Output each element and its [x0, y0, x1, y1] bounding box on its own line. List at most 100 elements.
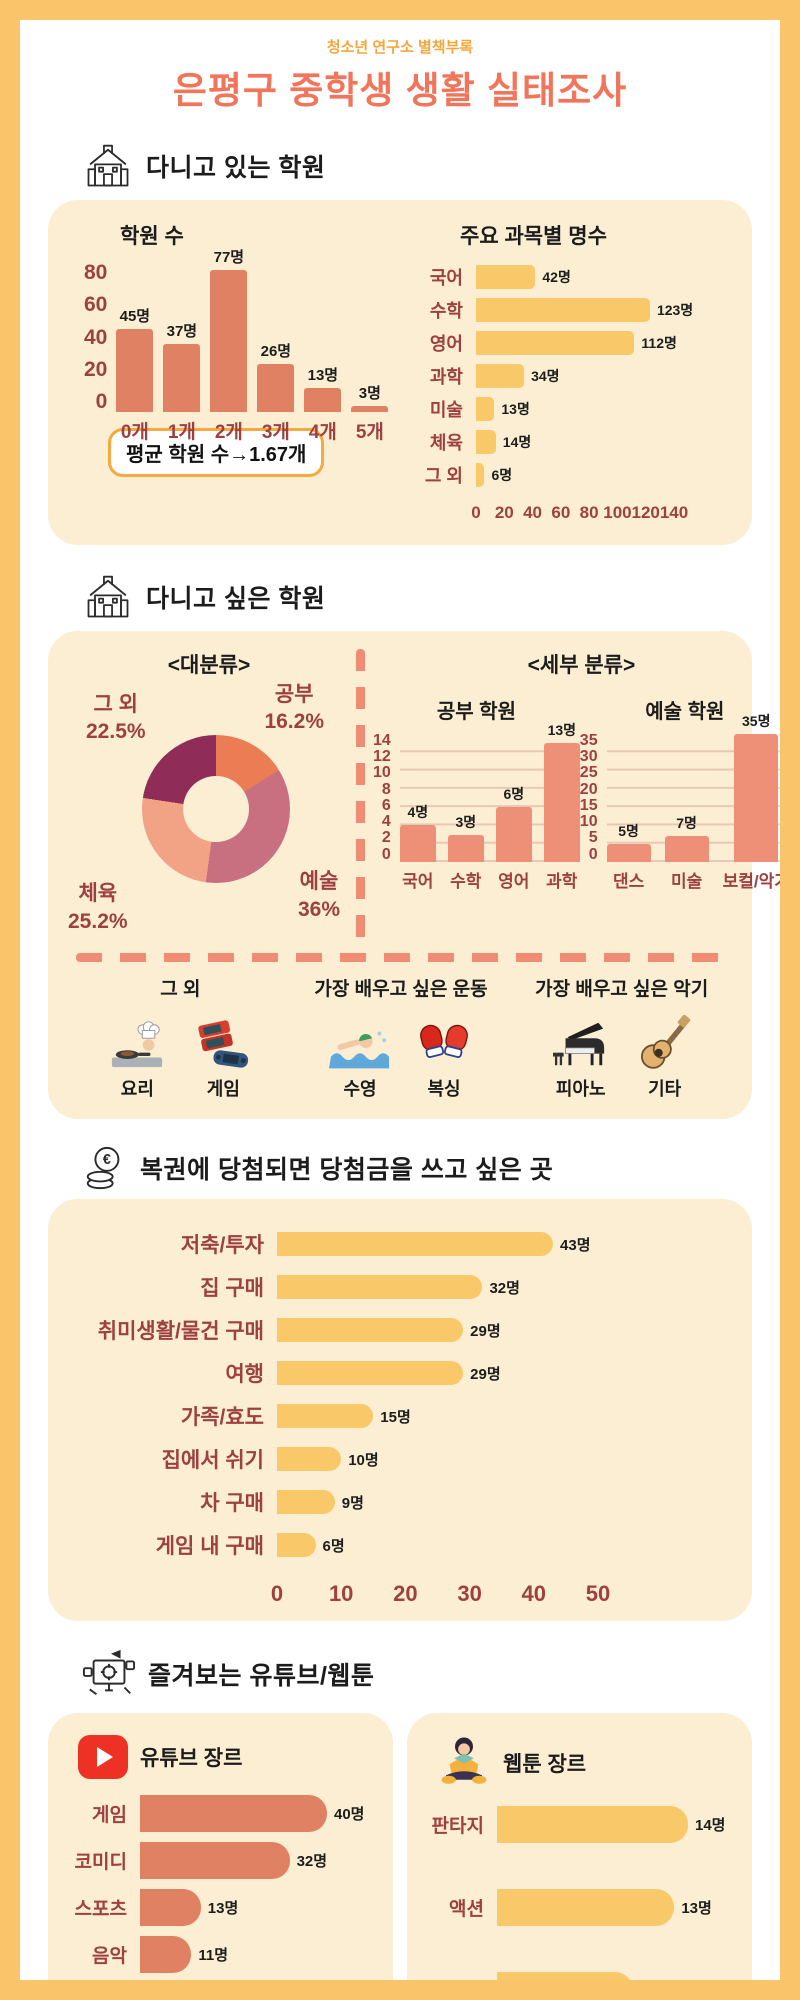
bar — [140, 1889, 201, 1926]
study-academy-block: 공부 학원 14 12 10 8 6 4 2 0 4명 국어 3명 수학 6명 영어 13명 과학 — [373, 695, 580, 891]
row-label: 스포츠 — [74, 1899, 127, 1920]
current-academy-panel: 학원 수 80 60 40 20 0 45명 0개 37명 1개 77명 2개 26명 3개 13명 4개 3… — [48, 200, 752, 545]
webtoon-header: 웹툰 장르 — [437, 1735, 738, 1790]
chart-row: 여행 29명 — [72, 1358, 728, 1388]
section-lottery-header: € 복권에 당첨되면 당첨금을 쓰고 싶은 곳 — [82, 1145, 780, 1191]
bar — [497, 1889, 675, 1926]
instruments-title: 가장 배우고 싶은 악기 — [535, 979, 709, 1000]
bar-value-label: 11명 — [198, 1947, 229, 1964]
row-label: 로맨스 — [423, 1977, 497, 1980]
bar-category-label: 영어 — [498, 872, 530, 891]
section-title: 다니고 있는 학원 — [146, 154, 326, 182]
bar-column: 3명 수학 — [447, 734, 484, 892]
bar — [664, 836, 709, 862]
guitar-item: 기타 — [636, 1009, 694, 1101]
subject-count-block: 주요 과목별 명수 국어 42명 수학 123명 영어 112명 과학 34명 미술 13명 체육 1… — [418, 218, 726, 529]
y-tick-label: 25 — [579, 764, 598, 782]
desired-academy-top: <대분류> 그 외 22.5% 공부 16.2% 체육 25.2% — [64, 645, 780, 945]
youtube-panel: 유튜브 장르 게임40명코미디32명스포츠13명음악11명연예인13명01020… — [48, 1713, 393, 2000]
y-tick-label: 10 — [373, 764, 391, 782]
y-tick-label: 80 — [84, 261, 108, 284]
reading-girl-icon — [437, 1735, 491, 1790]
bar-track: 40명 — [140, 1795, 365, 1832]
x-ticks: 0 10 20 30 40 50 — [271, 1581, 610, 1607]
donut-chart-area: 그 외 22.5% 공부 16.2% 체육 25.2% 예술 36% — [64, 679, 354, 937]
sports-title: 가장 배우고 싶은 운동 — [314, 979, 488, 1000]
bar-track: 9명 — [277, 1490, 598, 1514]
x-ticks: 0 20 40 60 80 100 120 140 — [471, 503, 688, 529]
y-axis: 80 60 40 20 0 — [84, 261, 116, 412]
bar — [476, 397, 495, 421]
bar-track: 29명 — [277, 1361, 598, 1385]
bar-category-label: 댄스 — [612, 872, 645, 891]
chart-row: 액션 13명 — [423, 1889, 738, 1926]
row-label: 과학 — [429, 367, 463, 387]
bar — [277, 1275, 483, 1299]
chart-row: 가족/효도 15명 — [72, 1401, 728, 1431]
bar-value-label: 40명 — [334, 1806, 365, 1823]
piano-label: 피아노 — [555, 1079, 606, 1099]
school-building-icon — [82, 571, 134, 623]
bar — [399, 825, 436, 862]
bar — [140, 1795, 327, 1832]
bar-value-label: 29명 — [470, 1322, 501, 1340]
horizontal-dashed-divider — [76, 953, 726, 962]
section-title: 복권에 당첨되면 당첨금을 쓰고 싶은 곳 — [140, 1156, 554, 1184]
bar-value-label: 13명 — [307, 366, 339, 384]
game-label: 게임 — [206, 1079, 240, 1099]
bar-value-label: 5명 — [618, 822, 639, 839]
bar — [257, 363, 295, 412]
row-label: 코미디 — [74, 1852, 127, 1873]
x-tick-label: 100 — [603, 503, 632, 522]
bar-stack: 5명 — [606, 734, 651, 862]
y-tick-label: 35 — [579, 732, 598, 749]
bar-value-label: 26명 — [260, 342, 292, 360]
desired-academy-panel: <대분류> 그 외 22.5% 공부 16.2% 체육 25.2% — [48, 631, 780, 1119]
bar-value-label: 6명 — [322, 1537, 345, 1555]
bar-value-label: 45명 — [119, 307, 151, 325]
bar — [277, 1533, 316, 1557]
x-axis-spacer — [418, 503, 476, 529]
y-tick-label: 15 — [579, 796, 598, 814]
x-tick-label: 20 — [494, 503, 514, 522]
instruments-group: 가장 배우고 싶은 악기 — [511, 974, 732, 1101]
academy-count-chart-title: 학원 수 — [120, 225, 184, 248]
bar-column: 13명 과학 — [543, 722, 580, 892]
section-title: 다니고 싶은 학원 — [146, 585, 326, 613]
guitar-label: 기타 — [648, 1079, 682, 1099]
cooking-item: 요리 — [106, 1009, 168, 1101]
vertical-bar-chart: 35 30 25 20 15 10 5 0 5명 댄스 7명 미술 35명 보컬/악기 — [579, 713, 780, 891]
bar — [606, 843, 651, 862]
bar-column: 7명 미술 — [664, 734, 709, 892]
bar-value-label: 29명 — [470, 1365, 501, 1383]
y-tick-label: 5 — [588, 829, 598, 847]
slice-percent: 25.2% — [68, 909, 128, 933]
others-items: 요리 — [70, 1009, 291, 1101]
bar-stack: 3명 — [447, 734, 484, 862]
chart-row: 취미생활/물건 구매 29명 — [72, 1315, 728, 1345]
chart-row: 판타지 14명 — [423, 1806, 738, 1843]
chart-row: 게임 40명 — [64, 1795, 379, 1832]
bar — [277, 1361, 464, 1385]
lottery-panel: 저축/투자 43명 집 구매 32명 취미생활/물건 구매 29명 여행 29명 가족/효도 15… — [48, 1199, 752, 1621]
bar — [277, 1318, 464, 1342]
bar-track: 13명 — [140, 1983, 327, 2000]
row-label: 액션 — [449, 1899, 484, 1920]
slice-label: 공부 — [274, 683, 314, 706]
section-desired-academy-header: 다니고 싶은 학원 — [82, 571, 780, 623]
bar-stack: 77명 — [210, 249, 248, 412]
piano-icon — [550, 1009, 612, 1071]
bar-track: 6명 — [476, 463, 674, 487]
bar — [495, 807, 532, 862]
y-axis: 14 12 10 8 6 4 2 0 — [373, 732, 400, 862]
subject-chart-title: 주요 과목별 명수 — [460, 225, 607, 248]
plot-area: 5명 댄스 7명 미술 35명 보컬/악기 — [606, 713, 780, 891]
donut-label-study: 공부 16.2% — [264, 681, 324, 736]
bar-stack: 45명 — [116, 264, 154, 412]
bar-category-label: 국어 — [402, 872, 434, 891]
bar-category-label: 보컬/악기 — [722, 872, 790, 891]
plot-area: 45명 0개 37명 1개 77명 2개 26명 3개 13명 4개 3명 5개 — [116, 249, 389, 443]
slice-percent: 22.5% — [86, 720, 146, 744]
x-tick-label: 0 — [471, 503, 481, 522]
slice-percent: 16.2% — [264, 710, 324, 734]
